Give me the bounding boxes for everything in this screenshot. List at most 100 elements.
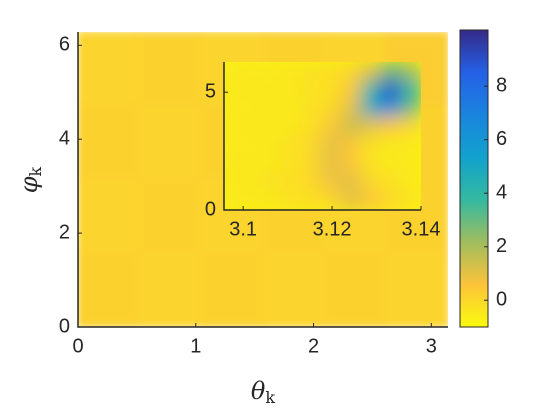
colorbar-tick-label: 2 bbox=[496, 235, 507, 257]
heatmap-cell bbox=[301, 135, 324, 156]
x-tick-label: 3.14 bbox=[402, 218, 441, 240]
heatmap-cell bbox=[282, 172, 304, 193]
heatmap-cell bbox=[380, 62, 403, 82]
heatmap-cell bbox=[341, 116, 363, 137]
heatmap-cell bbox=[224, 79, 245, 100]
heatmap-cell bbox=[78, 252, 141, 327]
heatmap-cell bbox=[341, 172, 363, 193]
heatmap-cell bbox=[242, 62, 265, 82]
heatmap-cell bbox=[138, 178, 203, 255]
x-tick-label: 1 bbox=[190, 335, 201, 357]
heatmap-cell bbox=[323, 252, 388, 327]
heatmap-cell bbox=[301, 172, 324, 193]
heatmap-cell bbox=[242, 79, 265, 100]
heatmap-cell bbox=[138, 252, 203, 327]
heatmap-cell bbox=[301, 116, 324, 137]
axis-line bbox=[77, 32, 448, 328]
heatmap-cell bbox=[200, 252, 264, 327]
heatmap-cell bbox=[341, 190, 363, 210]
heatmap-cell bbox=[138, 104, 203, 181]
heatmap-cell bbox=[242, 98, 265, 119]
x-tick-label: 3.1 bbox=[229, 218, 257, 240]
heatmap-cell bbox=[400, 62, 421, 82]
heatmap-cell bbox=[321, 98, 344, 119]
colorbar-tick-label: 6 bbox=[496, 128, 507, 150]
x-axis-label: θk bbox=[251, 377, 275, 407]
y-tick-label: 0 bbox=[205, 198, 216, 220]
heatmap-cell bbox=[224, 98, 245, 119]
colorbar bbox=[459, 29, 489, 328]
heatmap-cell bbox=[341, 62, 363, 82]
heatmap-cell bbox=[262, 79, 285, 100]
heatmap-cell bbox=[321, 79, 344, 100]
heatmap-cell bbox=[301, 153, 324, 174]
heatmap-cell bbox=[262, 116, 285, 137]
heatmap-cell bbox=[282, 190, 304, 210]
y-tick-label: 0 bbox=[59, 315, 70, 337]
heatmap-cell bbox=[380, 172, 403, 193]
heatmap-cell bbox=[301, 62, 324, 82]
heatmap-cell bbox=[360, 62, 383, 82]
heatmap-cell bbox=[78, 104, 141, 181]
y-tick-label: 2 bbox=[59, 221, 70, 243]
heatmap-cell bbox=[360, 79, 383, 100]
heatmap-cell bbox=[341, 153, 363, 174]
heatmap-cell bbox=[380, 98, 403, 119]
heatmap-cell bbox=[400, 79, 421, 100]
heatmap-cell bbox=[321, 135, 344, 156]
heatmap-cell bbox=[224, 62, 245, 82]
axis-line bbox=[223, 62, 421, 211]
heatmap-cell bbox=[400, 190, 421, 210]
heatmap-cell bbox=[242, 153, 265, 174]
heatmap-cell bbox=[78, 32, 141, 107]
heatmap-cell bbox=[78, 178, 141, 255]
heatmap-cell bbox=[380, 79, 403, 100]
heatmap-cell bbox=[224, 135, 245, 156]
colorbar-tick-label: 0 bbox=[496, 289, 507, 311]
heatmap-cell bbox=[224, 190, 245, 210]
x-tick-label: 0 bbox=[72, 335, 83, 357]
heatmap-cell bbox=[321, 172, 344, 193]
heatmap-cell bbox=[282, 79, 304, 100]
heatmap-cell bbox=[341, 79, 363, 100]
heatmap-cell bbox=[301, 98, 324, 119]
heatmap-cell bbox=[242, 135, 265, 156]
heatmap-cell bbox=[282, 98, 304, 119]
x-tick-label: 2 bbox=[308, 335, 319, 357]
heatmap-cell bbox=[301, 79, 324, 100]
heatmap-cell bbox=[138, 32, 203, 107]
heatmap-cell bbox=[321, 190, 344, 210]
heatmap-cell bbox=[360, 190, 383, 210]
heatmap-cell bbox=[400, 172, 421, 193]
heatmap-cell bbox=[360, 98, 383, 119]
heatmap-cell bbox=[380, 153, 403, 174]
heatmap-cell bbox=[400, 98, 421, 119]
heatmap-cell bbox=[360, 153, 383, 174]
heatmap-cell bbox=[262, 252, 326, 327]
heatmap-cell bbox=[360, 135, 383, 156]
heatmap-cell bbox=[385, 252, 448, 327]
heatmap-cell bbox=[400, 135, 421, 156]
heatmap-cell bbox=[301, 190, 324, 210]
heatmap-cell bbox=[282, 153, 304, 174]
heatmap-cell bbox=[321, 153, 344, 174]
heatmap-cell bbox=[321, 116, 344, 137]
heatmap-cell bbox=[262, 190, 285, 210]
colorbar-tick-label: 4 bbox=[496, 181, 507, 203]
heatmap-cell bbox=[400, 153, 421, 174]
heatmap-cell bbox=[400, 116, 421, 137]
heatmap-cell bbox=[224, 116, 245, 137]
heatmap-cell bbox=[282, 116, 304, 137]
y-axis-label: φk bbox=[15, 166, 45, 193]
y-tick-label: 5 bbox=[205, 81, 216, 103]
heatmap-cell bbox=[224, 153, 245, 174]
x-tick-label: 3.12 bbox=[313, 218, 352, 240]
colorbar-tick-label: 8 bbox=[496, 74, 507, 96]
heatmap-cell bbox=[262, 153, 285, 174]
y-tick-label: 6 bbox=[59, 34, 70, 56]
heatmap-cell bbox=[380, 116, 403, 137]
heatmap-cell bbox=[262, 98, 285, 119]
heatmap-cell bbox=[282, 135, 304, 156]
heatmap-cell bbox=[224, 172, 245, 193]
